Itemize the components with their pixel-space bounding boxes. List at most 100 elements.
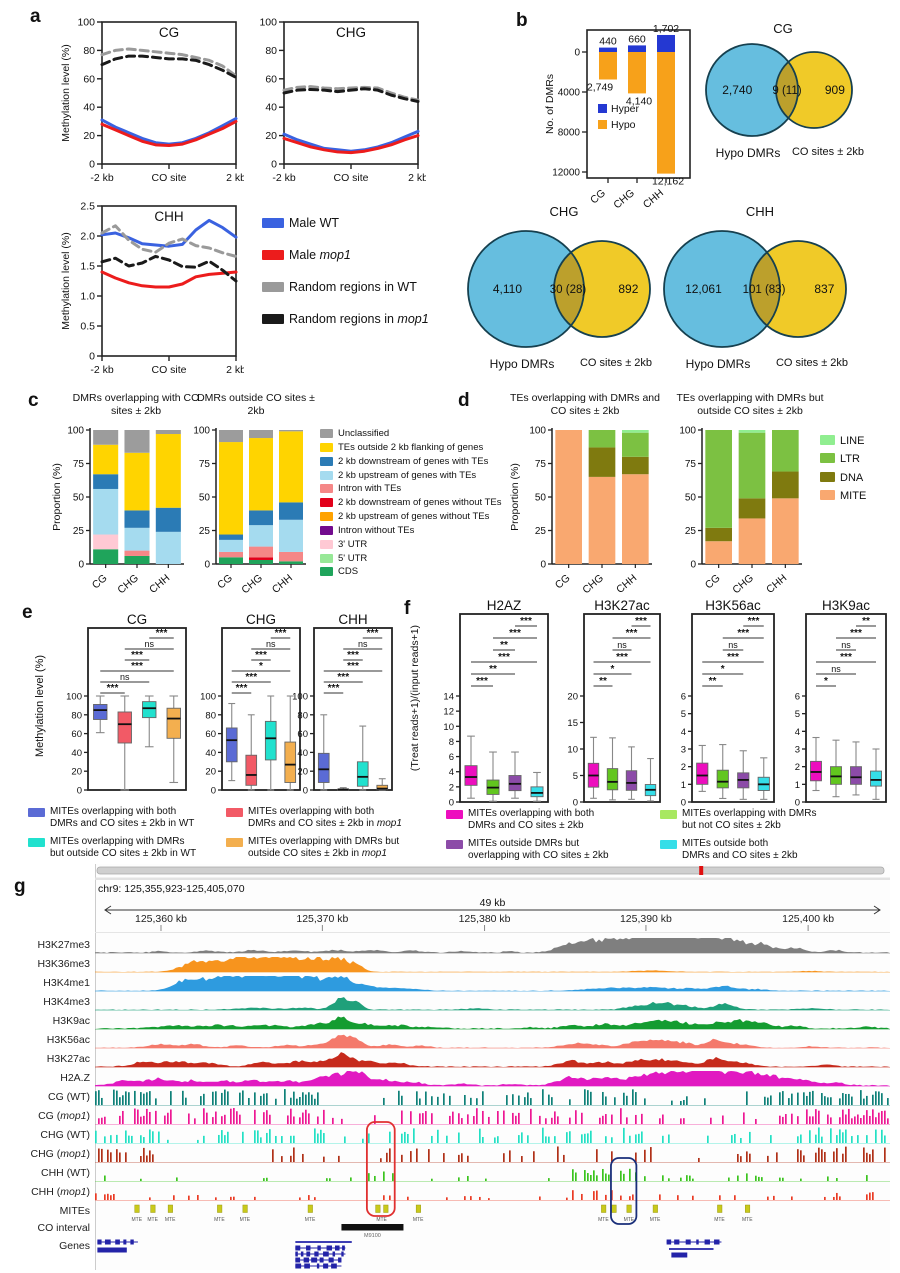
svg-text:***: *** [727, 652, 739, 663]
venn-chg: CHG 4,110 30 (28) 892 Hypo DMRs CO sites ± 2k… [452, 203, 674, 378]
svg-text:**: ** [489, 664, 497, 675]
svg-text:2 kb: 2 kb [226, 172, 244, 184]
svg-text:CHH: CHH [338, 612, 367, 627]
methylation-profile-chh: 0 0.5 1.0 1.5 2.0 2.5 -2 kb CO site 2 kb CHH Methy… [58, 196, 246, 393]
legend-swatch [320, 512, 333, 522]
svg-text:0: 0 [89, 159, 95, 171]
track-label: H3K36me3 [37, 958, 90, 970]
svg-text:4000: 4000 [558, 88, 581, 99]
svg-text:50: 50 [73, 493, 85, 504]
svg-text:***: *** [131, 650, 143, 661]
legend-item: MITEs outside both DMRs and CO sites ± 2k… [660, 838, 798, 862]
svg-text:6: 6 [449, 752, 454, 763]
svg-text:20: 20 [83, 130, 95, 142]
svg-text:**: ** [862, 616, 870, 627]
legend-label: CDS [338, 566, 359, 578]
svg-text:-2 kb: -2 kb [272, 172, 296, 184]
svg-text:0: 0 [204, 560, 210, 571]
track-label: MITEs [59, 1205, 90, 1217]
svg-text:100: 100 [292, 692, 308, 703]
legend-swatch [262, 314, 284, 324]
svg-text:8000: 8000 [558, 128, 581, 139]
svg-text:CHH: CHH [764, 572, 789, 596]
legend-label: Male WT [289, 216, 339, 230]
d-chart-title-1: TEs overlapping with DMRs but outside CO… [676, 392, 824, 418]
legend-item-cds: CDS [320, 566, 502, 578]
svg-text:80: 80 [265, 45, 277, 57]
legend-item-intron_without: Intron without TEs [320, 525, 502, 537]
legend-label: LINE [840, 435, 865, 447]
svg-text:125,400 kb: 125,400 kb [782, 913, 834, 925]
svg-text:1: 1 [681, 780, 686, 791]
svg-text:25: 25 [199, 526, 211, 537]
legend-label: Male mop1 [289, 248, 351, 262]
browser-track-labels: H3K27me3 H3K36me3 H3K4me1 H3K4me3 H3K9ac H3K5… [0, 864, 92, 1270]
svg-text:0: 0 [77, 786, 82, 797]
panel-letter-d: d [458, 390, 470, 411]
svg-text:440: 440 [599, 36, 617, 48]
svg-text:2.0: 2.0 [80, 231, 95, 243]
svg-text:100: 100 [193, 426, 210, 437]
venn-chh: CHH 12,061 101 (83) 837 Hypo DMRs CO sites ± … [663, 204, 848, 371]
track-label: H3K27ac [46, 1053, 90, 1065]
svg-text:75: 75 [199, 459, 211, 470]
svg-text:0: 0 [271, 159, 277, 171]
boxplot-h3k9ac: H3K9ac 0 1 2 3 4 5 6 ** *** ns *** ns * [782, 598, 892, 815]
legend-swatch [320, 525, 333, 535]
svg-text:Hyper: Hyper [611, 103, 640, 115]
legend-swatch [446, 840, 463, 849]
svg-text:**: ** [599, 676, 607, 687]
svg-text:4,110: 4,110 [493, 282, 522, 296]
svg-text:0: 0 [78, 560, 84, 571]
svg-text:CHH: CHH [154, 209, 183, 224]
legend-label: 2 kb upstream of genes without TEs [338, 511, 490, 523]
svg-text:25: 25 [535, 526, 547, 537]
legend-item-up_without: 2 kb upstream of genes without TEs [320, 511, 502, 523]
svg-text:Hypo DMRs: Hypo DMRs [716, 146, 781, 160]
track-label: CO interval [37, 1222, 90, 1234]
blue-highlight-box [610, 1157, 638, 1225]
track-label: CG (mop1) [38, 1110, 90, 1122]
legend-swatch [320, 456, 333, 466]
svg-text:125,370 kb: 125,370 kb [296, 913, 348, 925]
legend-item-random-regions-in-wt: Random regions in WT [262, 280, 429, 294]
legend-item-male-wt: Male WT [262, 216, 429, 230]
track-label: H3K56ac [46, 1034, 90, 1046]
svg-text:4: 4 [681, 727, 686, 738]
legend-label: MITEs overlapping with both DMRs and CO s… [50, 806, 195, 830]
legend-item: MITEs outside DMRs but overlapping with C… [446, 838, 609, 862]
legend-item-up_with: 2 kb upstream of genes with TEs [320, 470, 502, 482]
legend-swatch [320, 429, 333, 438]
svg-text:Hypo DMRs: Hypo DMRs [490, 357, 555, 371]
panel-letter-a: a [30, 6, 41, 27]
svg-text:-2 kb: -2 kb [90, 172, 114, 184]
svg-text:40: 40 [205, 748, 216, 759]
svg-text:H3K27ac: H3K27ac [594, 598, 650, 613]
svg-text:No. of DMRs: No. of DMRs [544, 74, 556, 134]
svg-text:2,740: 2,740 [722, 83, 752, 97]
svg-text:CO site: CO site [151, 172, 186, 184]
legend-item-utr5: 5' UTR [320, 553, 502, 565]
legend-label: MITEs overlapping with both DMRs and CO s… [248, 806, 402, 830]
svg-text:8: 8 [449, 737, 454, 748]
legend-item-utr3: 3' UTR [320, 539, 502, 551]
svg-text:CO sites ± 2kb: CO sites ± 2kb [792, 146, 864, 158]
legend-label: MITE [840, 489, 867, 502]
legend-label: 5' UTR [338, 552, 368, 564]
svg-text:0: 0 [540, 560, 546, 571]
svg-text:H3K9ac: H3K9ac [822, 598, 870, 613]
svg-text:2.5: 2.5 [80, 201, 95, 213]
svg-text:CHG: CHG [239, 572, 265, 596]
svg-text:2,749: 2,749 [587, 81, 613, 93]
legend-item-random-regions-in-mop1: Random regions in mop1 [262, 312, 429, 326]
svg-text:***: *** [367, 628, 379, 639]
svg-text:2 kb: 2 kb [408, 172, 426, 184]
methylation-profile-chg: 0 20 40 60 80 100 -2 kb CO site 2 kb CHG [240, 12, 428, 201]
svg-text:5: 5 [681, 709, 686, 720]
svg-text:100: 100 [200, 692, 216, 703]
track-label: CHH (WT) [41, 1167, 90, 1179]
